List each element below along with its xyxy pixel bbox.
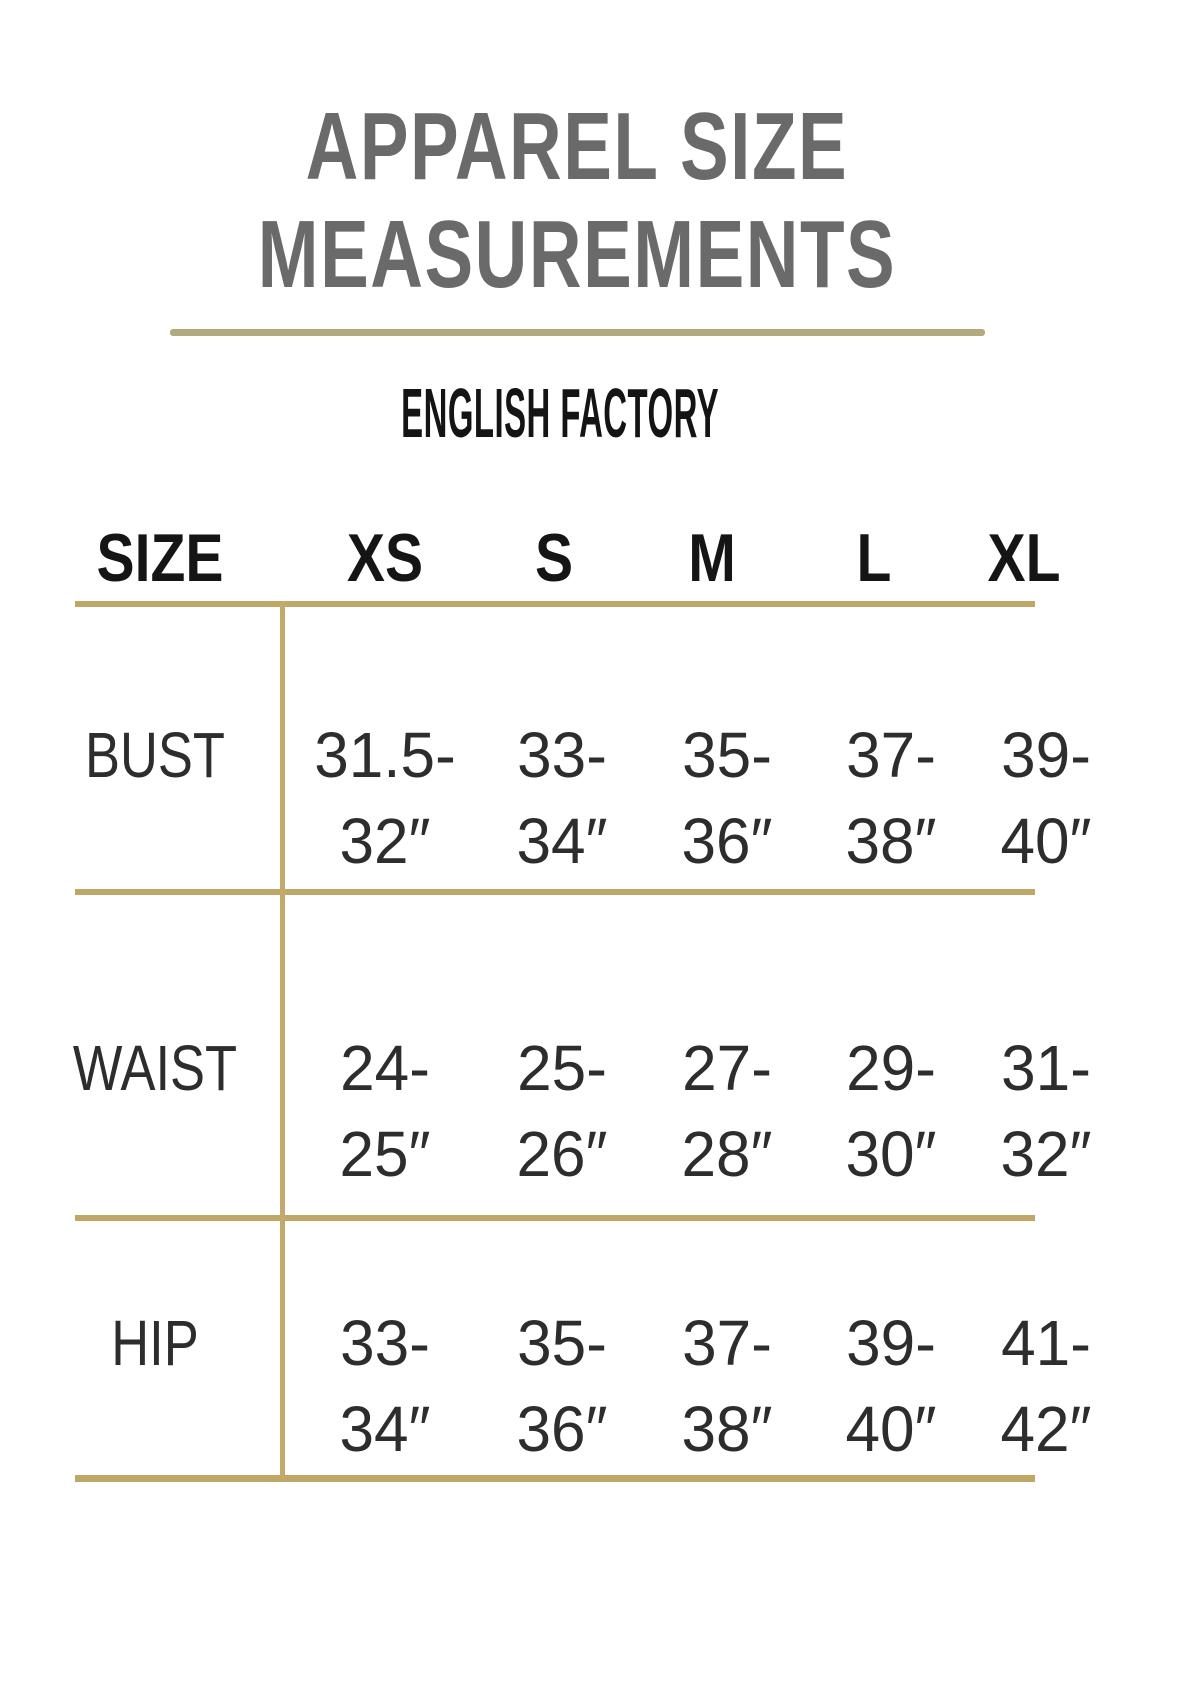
page-title: APPAREL SIZE MEASUREMENTS [0,93,1154,309]
cell-line: 38″ [845,805,937,877]
cell-bust-m: 35- 36″ [681,712,772,884]
cell-line: 28″ [681,1118,773,1190]
header-cell-xl: XL [987,520,1061,596]
cell-line: 37- [846,719,936,791]
page-title-text-2: MEASUREMENTS [257,201,897,308]
cell-line: 31- [1001,1032,1091,1104]
cell-waist-m: 27- 28″ [681,1025,772,1197]
title-underline-rule [170,329,985,336]
cell-waist-s: 25- 26″ [516,1025,607,1197]
row-label-hip: HIP [111,1307,199,1379]
cell-bust-xl: 39- 40″ [1000,712,1091,884]
cell-line: 39- [1001,719,1091,791]
cell-waist-xs: 24- 25″ [339,1025,430,1197]
cell-line: 32″ [1000,1118,1092,1190]
cell-line: 27- [682,1032,772,1104]
page-title-text-1: APPAREL SIZE [305,93,849,200]
header-cell-xs: XS [346,520,424,596]
cell-hip-s: 35- 36″ [516,1300,607,1472]
cell-line: 25- [517,1032,607,1104]
brand-name: ENGLISH FACTORY [401,374,719,452]
cell-bust-l: 37- 38″ [845,712,936,884]
cell-bust-s: 33- 34″ [516,712,607,884]
cell-line: 37- [682,1307,772,1379]
header-cell-s: S [534,520,574,596]
cell-line: 36″ [516,1393,608,1465]
table-rule-top [75,601,1035,607]
cell-line: 30″ [845,1118,937,1190]
page-title-line-2: MEASUREMENTS [0,201,1154,309]
cell-line: 34″ [516,805,608,877]
cell-waist-l: 29- 30″ [845,1025,936,1197]
cell-waist-xl: 31- 32″ [1000,1025,1091,1197]
header-cell-m: M [688,520,736,596]
cell-line: 34″ [339,1393,431,1465]
cell-line: 31.5- [314,719,456,791]
cell-line: 29- [846,1032,936,1104]
cell-line: 35- [517,1307,607,1379]
cell-line: 26″ [516,1118,608,1190]
cell-hip-m: 37- 38″ [681,1300,772,1472]
cell-line: 38″ [681,1393,773,1465]
cell-line: 24- [340,1032,430,1104]
cell-bust-xs: 31.5- 32″ [314,712,455,884]
row-label-waist: WAIST [72,1032,238,1104]
header-cell-size: SIZE [96,520,224,596]
cell-line: 39- [846,1307,936,1379]
cell-line: 36″ [681,805,773,877]
cell-line: 40″ [845,1393,937,1465]
cell-hip-l: 39- 40″ [845,1300,936,1472]
table-rule-after-bust [75,889,1035,895]
table-rule-bottom [75,1475,1035,1482]
cell-line: 40″ [1000,805,1092,877]
cell-hip-xl: 41- 42″ [1000,1300,1091,1472]
cell-hip-xs: 33- 34″ [339,1300,430,1472]
cell-line: 41- [1001,1307,1091,1379]
brand-row: ENGLISH FACTORY [0,378,1120,448]
cell-line: 42″ [1000,1393,1092,1465]
row-label-bust: BUST [85,719,225,791]
cell-line: 33- [517,719,607,791]
header-cell-l: L [856,520,892,596]
cell-line: 33- [340,1307,430,1379]
cell-line: 25″ [339,1118,431,1190]
page-title-line-1: APPAREL SIZE [0,93,1154,201]
cell-line: 35- [682,719,772,791]
table-vertical-divider [280,601,285,1478]
table-rule-after-waist [75,1215,1035,1221]
cell-line: 32″ [339,805,431,877]
